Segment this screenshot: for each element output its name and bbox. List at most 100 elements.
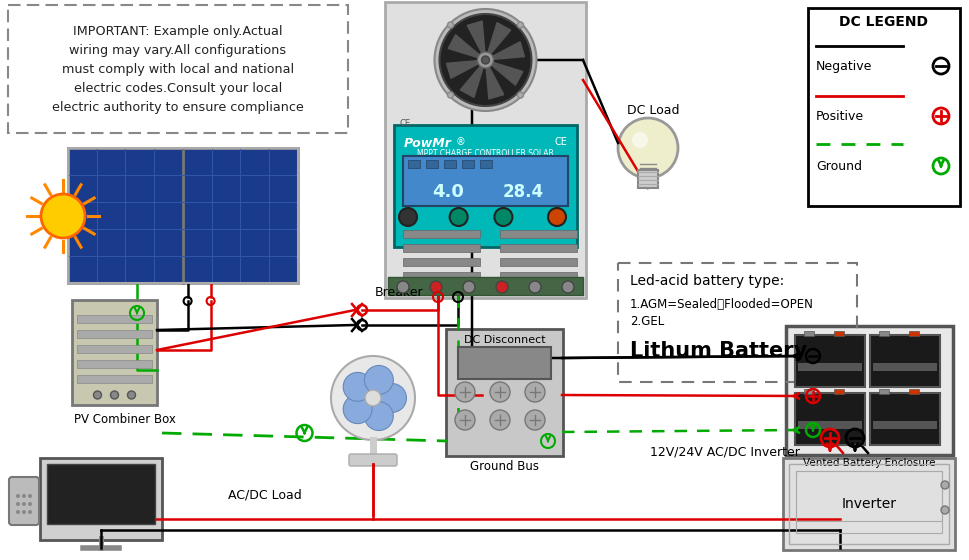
Circle shape (524, 410, 545, 430)
Text: 2.GEL: 2.GEL (629, 315, 664, 329)
FancyBboxPatch shape (480, 160, 491, 168)
Text: 4.0: 4.0 (431, 183, 463, 201)
FancyBboxPatch shape (807, 8, 959, 206)
FancyBboxPatch shape (77, 360, 152, 368)
Circle shape (22, 502, 26, 506)
FancyBboxPatch shape (393, 125, 577, 247)
Circle shape (330, 356, 415, 440)
Text: AC/DC Load: AC/DC Load (228, 488, 301, 502)
FancyBboxPatch shape (349, 454, 396, 466)
FancyBboxPatch shape (446, 329, 562, 456)
FancyBboxPatch shape (402, 244, 480, 252)
FancyBboxPatch shape (408, 160, 420, 168)
Circle shape (547, 208, 566, 226)
Circle shape (481, 56, 489, 64)
Circle shape (940, 506, 948, 514)
Circle shape (110, 391, 118, 399)
Circle shape (447, 22, 453, 28)
FancyBboxPatch shape (72, 300, 157, 405)
Text: 1.AGM=Sealed、Flooded=OPEN: 1.AGM=Sealed、Flooded=OPEN (629, 298, 813, 311)
Circle shape (16, 494, 20, 498)
FancyBboxPatch shape (803, 331, 813, 336)
FancyBboxPatch shape (795, 335, 864, 387)
Polygon shape (485, 22, 510, 60)
FancyBboxPatch shape (869, 335, 939, 387)
Circle shape (561, 281, 574, 293)
FancyBboxPatch shape (68, 148, 297, 283)
FancyBboxPatch shape (878, 389, 888, 394)
FancyBboxPatch shape (444, 160, 455, 168)
Circle shape (450, 208, 467, 226)
FancyBboxPatch shape (833, 389, 843, 394)
Text: Vented Battery Enclosure: Vented Battery Enclosure (802, 458, 935, 468)
FancyBboxPatch shape (402, 230, 480, 238)
FancyBboxPatch shape (795, 393, 864, 445)
Circle shape (489, 382, 510, 402)
Circle shape (396, 281, 409, 293)
Circle shape (528, 281, 541, 293)
FancyBboxPatch shape (499, 230, 577, 238)
Text: DC Load: DC Load (626, 104, 678, 116)
FancyBboxPatch shape (499, 244, 577, 252)
Text: IMPORTANT: Example only.Actual
wiring may vary.All configurations
must comply wi: IMPORTANT: Example only.Actual wiring ma… (52, 25, 303, 114)
Circle shape (517, 92, 523, 98)
Circle shape (28, 494, 32, 498)
FancyBboxPatch shape (402, 156, 568, 206)
Text: DC LEGEND: DC LEGEND (838, 15, 927, 29)
FancyBboxPatch shape (402, 258, 480, 266)
FancyBboxPatch shape (457, 347, 550, 379)
Circle shape (41, 194, 85, 238)
Text: CE: CE (399, 119, 411, 128)
FancyBboxPatch shape (77, 375, 152, 383)
Circle shape (517, 22, 523, 28)
FancyBboxPatch shape (499, 272, 577, 280)
FancyBboxPatch shape (869, 393, 939, 445)
FancyBboxPatch shape (77, 330, 152, 338)
Text: DC Disconnect: DC Disconnect (463, 335, 545, 345)
Polygon shape (485, 60, 522, 85)
Circle shape (343, 395, 372, 423)
Circle shape (439, 14, 531, 106)
FancyBboxPatch shape (797, 422, 861, 430)
FancyBboxPatch shape (878, 331, 888, 336)
Circle shape (477, 52, 493, 68)
Text: Positive: Positive (815, 110, 863, 123)
Text: 28.4: 28.4 (502, 183, 543, 201)
Circle shape (22, 494, 26, 498)
FancyBboxPatch shape (872, 363, 936, 371)
Circle shape (93, 391, 102, 399)
Circle shape (364, 390, 381, 406)
Polygon shape (460, 60, 485, 97)
FancyBboxPatch shape (499, 258, 577, 266)
Circle shape (429, 281, 442, 293)
Circle shape (16, 510, 20, 514)
Circle shape (377, 384, 406, 412)
Circle shape (632, 132, 647, 148)
FancyBboxPatch shape (77, 345, 152, 353)
Circle shape (398, 208, 417, 226)
Circle shape (495, 281, 508, 293)
Circle shape (447, 92, 453, 98)
Circle shape (940, 481, 948, 489)
FancyBboxPatch shape (9, 477, 39, 525)
Circle shape (494, 208, 512, 226)
FancyBboxPatch shape (872, 422, 936, 430)
Circle shape (454, 382, 475, 402)
Text: Ground: Ground (815, 160, 861, 172)
FancyBboxPatch shape (77, 315, 152, 323)
Text: Led-acid battery type:: Led-acid battery type: (629, 274, 784, 288)
Circle shape (364, 366, 392, 394)
Circle shape (524, 382, 545, 402)
Circle shape (454, 410, 475, 430)
Text: 12V/24V AC/DC Inverter: 12V/24V AC/DC Inverter (649, 446, 799, 459)
FancyBboxPatch shape (782, 458, 954, 550)
Circle shape (462, 281, 475, 293)
FancyBboxPatch shape (908, 331, 918, 336)
FancyBboxPatch shape (833, 331, 843, 336)
Circle shape (16, 502, 20, 506)
Circle shape (22, 510, 26, 514)
Text: Inverter: Inverter (841, 497, 895, 511)
Circle shape (127, 391, 136, 399)
FancyBboxPatch shape (40, 458, 162, 540)
Text: Breaker: Breaker (375, 286, 423, 298)
